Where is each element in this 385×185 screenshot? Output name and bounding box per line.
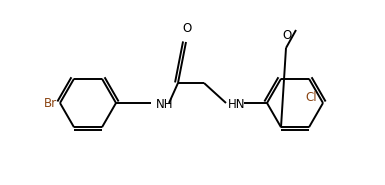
Text: O: O xyxy=(282,29,291,42)
Text: NH: NH xyxy=(156,97,174,110)
Text: O: O xyxy=(182,22,192,35)
Text: HN: HN xyxy=(228,97,246,110)
Text: Br: Br xyxy=(44,97,57,110)
Text: Cl: Cl xyxy=(305,91,317,104)
